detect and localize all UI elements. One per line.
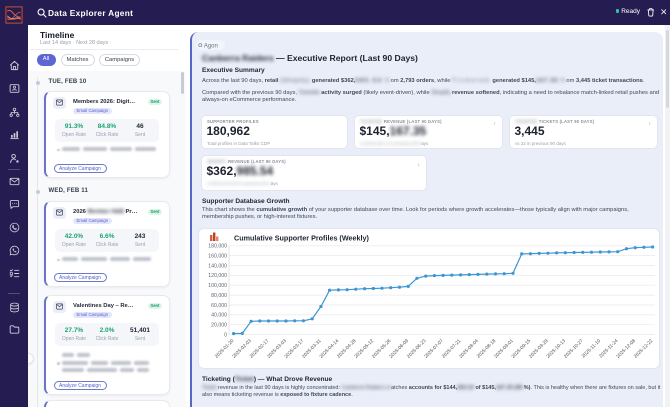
svg-text:20,000: 20,000 [211,323,227,329]
svg-text:40,000: 40,000 [211,313,227,319]
svg-text:80,000: 80,000 [211,293,227,299]
svg-text:60,000: 60,000 [211,303,227,309]
svg-text:160,000: 160,000 [208,253,227,259]
svg-text:180,000: 180,000 [208,244,227,250]
svg-text:140,000: 140,000 [208,263,227,269]
svg-text:Cumulative Supporter Profiles: Cumulative Supporter Profiles (Weekly) [234,234,369,243]
svg-text:2025-12-22: 2025-12-22 [633,338,655,360]
svg-text:120,000: 120,000 [208,273,227,279]
svg-text:0: 0 [224,332,227,338]
svg-text:100,000: 100,000 [208,283,227,289]
